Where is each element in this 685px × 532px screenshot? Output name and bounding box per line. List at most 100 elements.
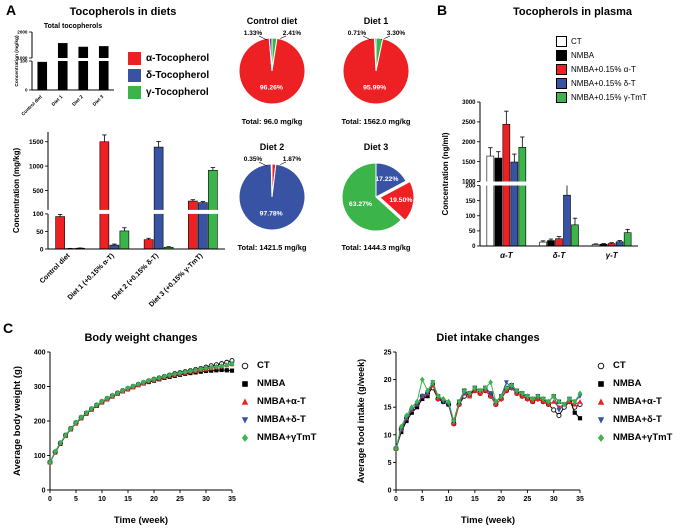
pie-chart-diet-3: 17.22% 19.50% 63.27%	[326, 153, 426, 242]
pie-chart-diet-1: 3.30% 95.99% 0.71%	[326, 27, 426, 116]
bar	[78, 46, 89, 91]
marker-diamond	[162, 373, 167, 380]
y-tick-label: 200	[34, 419, 46, 426]
legend-label: CT	[571, 36, 582, 46]
marker-diamond	[52, 448, 58, 455]
bar	[486, 155, 495, 247]
pie-leader-line	[258, 161, 268, 167]
triangle-up-icon	[597, 398, 605, 405]
x-category-label: δ-T	[553, 251, 567, 260]
marker-diamond	[198, 365, 204, 372]
marker-diamond	[393, 445, 399, 452]
y-tick-label: 20	[384, 377, 392, 384]
chart-title: Diet intake changes	[436, 332, 539, 344]
marker-diamond	[530, 395, 535, 402]
marker-triangle-up	[551, 398, 557, 404]
bar	[119, 230, 130, 250]
legend-label: γ-Tocopherol	[146, 86, 209, 98]
diet-intake-legend: CT NMBA NMBA+α-T NMBA+δ-T NMBA+γTmT	[594, 360, 672, 450]
series-line	[49, 363, 233, 463]
y-tick-label: 3000	[462, 100, 476, 106]
marker-circle-open	[551, 407, 557, 413]
marker-square	[577, 416, 583, 421]
bar	[98, 46, 109, 91]
x-tick-label: 10	[445, 496, 453, 503]
marker-circle-open	[597, 362, 605, 370]
y-tick-label: 1500	[29, 139, 44, 146]
y-tick-label: 1000	[462, 180, 476, 186]
marker-square	[404, 418, 409, 424]
y-axis-title: Average body weight (g)	[12, 366, 23, 476]
pie_control-svg: 2.41% 96.26% 1.33%	[238, 30, 306, 105]
legend-label: CT	[613, 360, 626, 372]
marker-triangle-down	[241, 417, 249, 424]
triangle-down-icon	[241, 417, 249, 424]
x-tick-label: 35	[228, 496, 236, 503]
marker-diamond	[519, 390, 525, 397]
marker-diamond	[430, 379, 436, 386]
axis-break	[475, 181, 640, 186]
diet-intake-line-chart: Diet intake changes 0 5 10 15 20 25 30 35 0 5 10 15 2…	[352, 328, 586, 532]
bar	[547, 240, 555, 247]
x-tick-label: 15	[471, 496, 479, 503]
marker-diamond	[104, 395, 110, 402]
y-tick-label: 150	[465, 199, 476, 205]
legend-label: NMBA+δ-T	[257, 414, 306, 426]
marker-diamond	[99, 398, 105, 405]
legend-item: CT	[556, 36, 647, 47]
panel-b-title: Tocopherols in plasma	[513, 6, 632, 18]
marker-triangle-up	[597, 398, 605, 405]
chart-title: Body weight changes	[84, 332, 197, 344]
bar	[188, 200, 198, 250]
y-tick-label: 500	[33, 188, 44, 195]
legend-item: NMBA+0.15% α-T	[556, 64, 647, 75]
x-tick-label: 35	[576, 496, 584, 503]
marker-diamond	[229, 360, 235, 367]
pie-slice-label: 0.35%	[244, 156, 263, 163]
marker-diamond	[68, 425, 74, 432]
marker-diamond	[398, 423, 404, 430]
x-category-label: Diet 1	[51, 94, 65, 108]
marker-diamond	[78, 414, 84, 421]
y-tick-label: 15	[384, 405, 392, 412]
x-category-label: α-T	[500, 251, 514, 260]
marker-diamond	[172, 371, 178, 378]
pie_diet1-svg: 3.30% 95.99% 0.71%	[342, 30, 410, 105]
legend-item: CT	[594, 360, 672, 372]
pie-slice	[379, 180, 415, 222]
x-tick-label: 0	[394, 496, 398, 503]
pie-block-control-diet: Control diet 2.41% 96.26% 1.33% Total: 96.…	[222, 16, 322, 126]
legend-item: δ-Tocopherol	[128, 69, 209, 82]
marker-diamond	[467, 390, 472, 397]
x-tick-label: 20	[497, 496, 505, 503]
pie-title: Control diet	[246, 16, 298, 26]
marker-diamond	[572, 398, 578, 405]
marker-square	[214, 368, 219, 373]
y-tick-label: 1000	[17, 56, 28, 61]
pie-title: Diet 1	[363, 16, 389, 26]
marker-diamond	[146, 377, 152, 384]
marker-triangle-up	[241, 398, 249, 405]
pie-total: Total: 1421.5 mg/kg	[237, 243, 307, 252]
marker-diamond	[224, 362, 230, 369]
pie-block-diet-1: Diet 1 3.30% 95.99% 0.71% Total: 1562.0 mg…	[326, 16, 426, 126]
pie-slice	[374, 37, 377, 72]
pie-chart-diet-2: 1.87% 97.78% 0.35%	[222, 153, 322, 242]
legend-label: NMBA+γTmT	[257, 432, 317, 444]
marker-diamond	[514, 387, 520, 394]
bar	[571, 224, 579, 247]
marker-square	[224, 368, 229, 373]
panel-a-label: A	[6, 2, 17, 18]
marker-triangle-down	[503, 380, 509, 386]
y-tick-label: 0	[40, 246, 44, 253]
marker-diamond	[419, 376, 425, 383]
marker-diamond	[188, 368, 193, 374]
x-axis-title: Time (week)	[114, 515, 168, 526]
marker-triangle-up	[577, 398, 583, 404]
marker-triangle-down	[488, 391, 494, 397]
pie-chart-control-diet: 2.41% 96.26% 1.33%	[222, 27, 322, 116]
legend-item: α-Tocopherol	[128, 52, 209, 65]
triangle-down-icon	[597, 417, 605, 424]
